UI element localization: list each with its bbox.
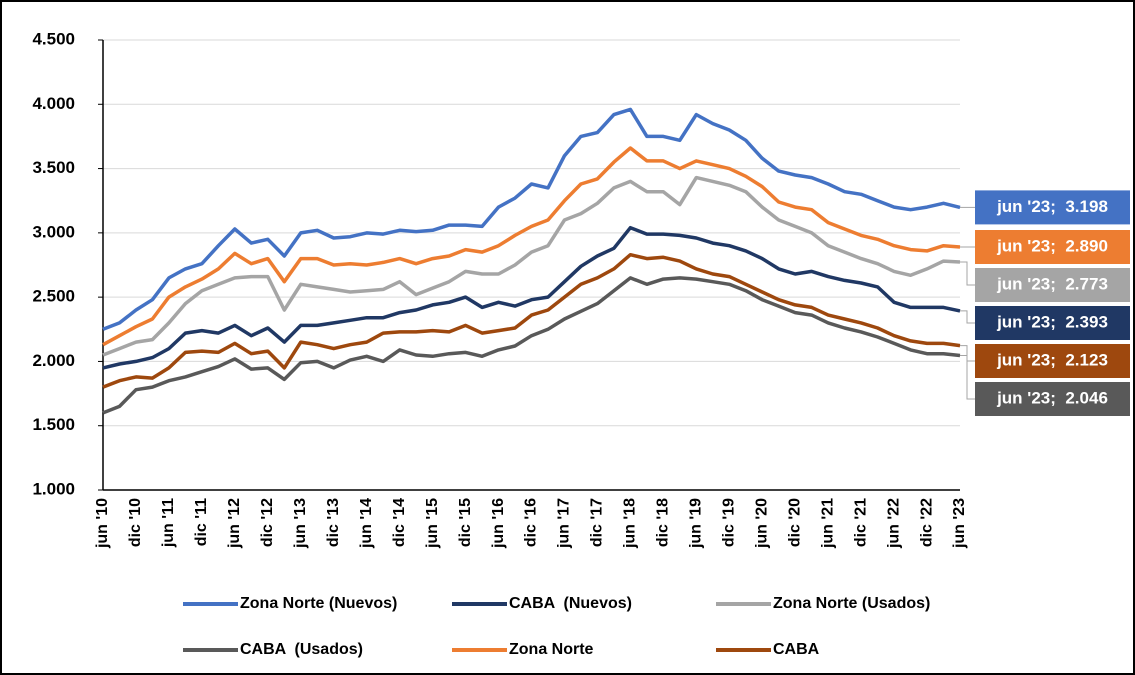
- x-tick-label: dic '18: [655, 498, 672, 547]
- x-tick-label: dic '22: [918, 498, 935, 547]
- x-tick-group: jun '12: [226, 498, 243, 549]
- series-line: [102, 107, 961, 331]
- x-tick-group: dic '12: [259, 498, 276, 547]
- x-tick-group: dic '22: [918, 498, 935, 547]
- legend-label: Zona Norte (Usados): [773, 595, 930, 612]
- series-line: [102, 175, 961, 357]
- x-tick-group: dic '11: [193, 498, 210, 546]
- x-tick-group: dic '16: [523, 498, 540, 547]
- x-tick-group: jun '20: [753, 498, 770, 549]
- series-line: [102, 252, 961, 389]
- x-tick-group: dic '10: [127, 498, 144, 547]
- y-tick-label: 2.500: [32, 287, 75, 306]
- x-tick-label: jun '12: [226, 498, 243, 549]
- x-tick-label: jun '16: [490, 498, 507, 549]
- x-tick-group: dic '18: [655, 498, 672, 547]
- legend-label: CABA (Usados): [240, 641, 363, 658]
- series-line: [102, 146, 961, 347]
- x-tick-label: dic '17: [589, 498, 606, 547]
- x-tick-label: jun '19: [688, 498, 705, 549]
- x-tick-group: jun '10: [94, 498, 111, 549]
- end-label-box: [975, 344, 1130, 378]
- x-tick-label: jun '23: [951, 498, 968, 549]
- x-tick-label: dic '19: [720, 498, 737, 547]
- x-tick-group: jun '11: [160, 498, 177, 548]
- end-label: jun '23; 2.890: [996, 236, 1108, 255]
- series-line: [102, 225, 961, 370]
- x-tick-label: dic '12: [259, 498, 276, 547]
- x-tick-label: jun '18: [622, 498, 639, 549]
- x-tick-label: jun '13: [292, 498, 309, 549]
- x-tick-label: dic '21: [852, 498, 869, 547]
- x-tick-group: dic '14: [391, 498, 408, 547]
- series-line: [102, 276, 961, 415]
- x-tick-group: dic '15: [457, 498, 474, 547]
- x-tick-label: dic '16: [523, 498, 540, 547]
- legend-label: CABA (Nuevos): [509, 595, 632, 612]
- x-tick-group: jun '19: [688, 498, 705, 549]
- x-tick-label: jun '17: [556, 498, 573, 549]
- x-tick-label: dic '13: [325, 498, 342, 547]
- x-tick-group: dic '21: [852, 498, 869, 547]
- end-label: jun '23; 3.198: [996, 197, 1108, 216]
- x-tick-group: dic '20: [786, 498, 803, 547]
- x-tick-label: dic '11: [193, 498, 210, 546]
- x-tick-group: jun '14: [358, 498, 375, 549]
- x-tick-group: jun '22: [885, 498, 902, 549]
- end-label: jun '23; 2.773: [996, 274, 1108, 293]
- leader-line: [960, 261, 975, 286]
- x-tick-label: dic '14: [391, 498, 408, 547]
- x-tick-group: jun '15: [424, 498, 441, 549]
- x-tick-label: jun '22: [885, 498, 902, 549]
- x-tick-label: dic '15: [457, 498, 474, 547]
- leader-line: [960, 355, 975, 400]
- end-label-box: [975, 268, 1130, 302]
- legend-label: Zona Norte: [509, 641, 594, 658]
- legend-label: Zona Norte (Nuevos): [240, 595, 397, 612]
- leader-line: [960, 310, 975, 324]
- y-tick-label: 2.000: [32, 351, 75, 370]
- end-label: jun '23; 2.046: [996, 388, 1108, 407]
- end-label: jun '23; 2.123: [996, 350, 1108, 369]
- x-tick-group: dic '13: [325, 498, 342, 547]
- legend-label: CABA: [773, 641, 820, 658]
- x-tick-label: dic '20: [786, 498, 803, 547]
- y-tick-label: 3.000: [32, 222, 75, 241]
- x-tick-label: jun '14: [358, 498, 375, 549]
- leader-line: [960, 345, 975, 362]
- y-tick-label: 1.000: [32, 479, 75, 498]
- end-label-box: [975, 230, 1130, 264]
- x-tick-label: jun '20: [753, 498, 770, 549]
- x-tick-group: jun '21: [819, 498, 836, 549]
- x-tick-group: jun '18: [622, 498, 639, 549]
- x-tick-label: jun '10: [94, 498, 111, 549]
- x-tick-group: jun '13: [292, 498, 309, 549]
- end-label-box: [975, 190, 1130, 225]
- x-tick-group: jun '17: [556, 498, 573, 549]
- y-tick-label: 1.500: [32, 415, 75, 434]
- x-tick-group: dic '17: [589, 498, 606, 547]
- x-tick-label: jun '21: [819, 498, 836, 549]
- y-tick-label: 4.500: [32, 29, 75, 48]
- x-tick-label: jun '15: [424, 498, 441, 549]
- x-tick-label: jun '11: [160, 498, 177, 548]
- x-tick-group: jun '23: [951, 498, 968, 549]
- x-tick-group: jun '16: [490, 498, 507, 549]
- end-label-box: [975, 306, 1130, 340]
- x-tick-group: dic '19: [720, 498, 737, 547]
- x-tick-label: dic '10: [127, 498, 144, 547]
- y-tick-label: 3.500: [32, 158, 75, 177]
- y-tick-label: 4.000: [32, 94, 75, 113]
- end-label: jun '23; 2.393: [996, 312, 1108, 331]
- end-label-box: [975, 382, 1130, 416]
